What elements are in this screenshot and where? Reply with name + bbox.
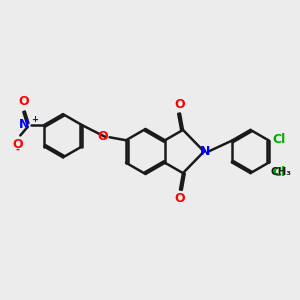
Text: O: O <box>175 98 185 111</box>
Text: O: O <box>97 130 108 143</box>
Text: N: N <box>200 145 210 158</box>
Text: O: O <box>12 138 22 151</box>
Text: N: N <box>19 118 29 131</box>
Text: O: O <box>18 95 28 109</box>
Text: -: - <box>15 144 19 154</box>
Text: Cl: Cl <box>272 133 285 146</box>
Text: CH₃: CH₃ <box>271 167 292 177</box>
Text: O: O <box>175 192 185 205</box>
Text: Cl: Cl <box>273 166 286 179</box>
Text: +: + <box>31 115 38 124</box>
